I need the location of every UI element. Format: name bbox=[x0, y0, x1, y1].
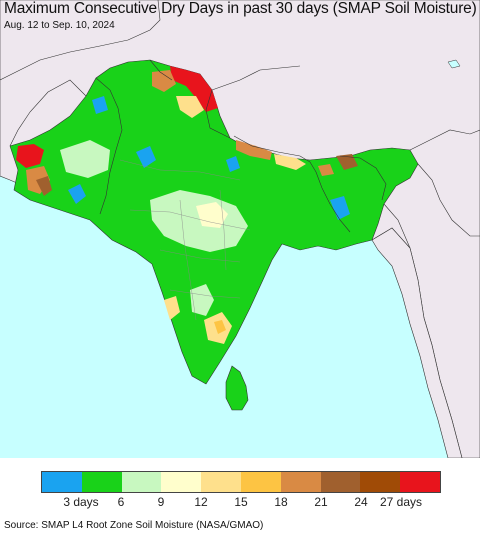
legend-swatch bbox=[320, 472, 361, 492]
source-credit: Source: SMAP L4 Root Zone Soil Moisture … bbox=[4, 520, 264, 531]
legend-swatch bbox=[280, 472, 321, 492]
legend-label: 3 days bbox=[63, 495, 99, 509]
legend-label: 15 bbox=[234, 495, 248, 509]
legend-swatch bbox=[81, 472, 122, 492]
legend-swatch bbox=[400, 472, 440, 492]
legend-swatch bbox=[201, 472, 241, 492]
legend-label: 21 bbox=[314, 495, 328, 509]
map bbox=[0, 0, 480, 458]
legend-label: 18 bbox=[274, 495, 288, 509]
legend-swatch bbox=[161, 472, 202, 492]
legend-label: 27 days bbox=[379, 495, 423, 509]
sri-lanka bbox=[225, 365, 249, 411]
legend-swatch bbox=[360, 472, 401, 492]
legend-label: 9 bbox=[157, 495, 165, 509]
date-range: Aug. 12 to Sep. 10, 2024 bbox=[4, 20, 115, 31]
legend-swatch bbox=[240, 472, 281, 492]
legend-swatch bbox=[42, 472, 82, 492]
legend-label: 24 bbox=[354, 495, 368, 509]
legend-label: 12 bbox=[194, 495, 208, 509]
legend-labels: 3 days 6 9 12 15 18 21 24 27 days bbox=[41, 495, 441, 511]
legend-label: 6 bbox=[117, 495, 125, 509]
legend-swatch bbox=[121, 472, 162, 492]
legend-colorbar bbox=[41, 471, 441, 493]
map-title: Maximum Consecutive Dry Days in past 30 … bbox=[4, 0, 477, 17]
